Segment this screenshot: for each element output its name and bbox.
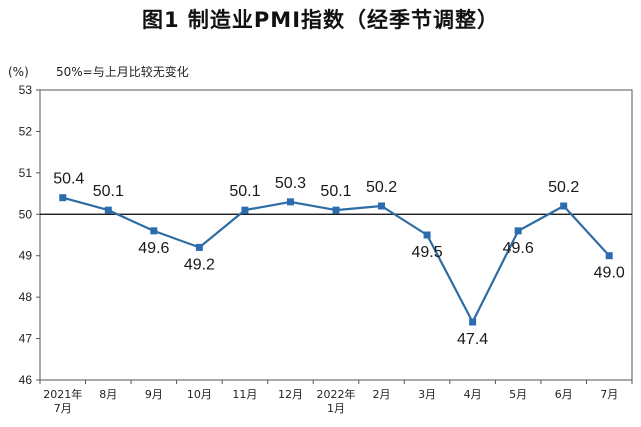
data-label: 49.6 [503, 240, 534, 257]
x-tick-label: 2021年 [43, 387, 82, 401]
data-label: 50.4 [53, 171, 84, 188]
x-tick-label: 10月 [187, 388, 212, 401]
data-point [378, 202, 386, 210]
x-tick-label: 2022年 [317, 387, 356, 401]
data-label: 50.1 [320, 183, 351, 200]
data-point [150, 227, 158, 235]
data-point [59, 194, 67, 202]
data-label: 50.2 [366, 179, 397, 196]
data-point [605, 252, 613, 260]
data-label: 49.2 [184, 256, 215, 273]
series-line [62, 196, 611, 324]
data-point [104, 206, 112, 214]
y-tick-label: 49 [19, 249, 33, 263]
x-tick-label: 11月 [232, 388, 257, 401]
x-tick-label: 2月 [373, 388, 391, 401]
data-label: 50.1 [93, 183, 124, 200]
data-label: 50.3 [275, 175, 306, 192]
data-point [469, 318, 477, 326]
x-tick-label: 1月 [327, 402, 345, 415]
data-point [241, 206, 249, 214]
data-point [286, 198, 294, 206]
y-unit-label: (%) [8, 65, 29, 79]
chart-title: 图1 制造业PMI指数（经季节调整） [141, 8, 500, 32]
x-tick-label: 6月 [555, 388, 573, 401]
x-tick-label: 4月 [464, 388, 482, 401]
data-point [332, 206, 340, 214]
x-tick-label: 7月 [600, 388, 618, 401]
y-tick-label: 47 [19, 332, 33, 346]
y-tick-label: 51 [19, 166, 33, 180]
data-point [195, 243, 203, 251]
x-tick-label: 8月 [99, 388, 117, 401]
data-point [423, 231, 431, 239]
plot-frame [39, 89, 633, 381]
data-point [514, 227, 522, 235]
y-tick-label: 48 [19, 290, 33, 304]
reference-line-note: 50%=与上月比较无变化 [56, 64, 189, 79]
x-tick-label: 12月 [278, 388, 303, 401]
data-label: 49.5 [412, 244, 443, 261]
y-tick-label: 53 [19, 83, 33, 97]
x-tick-label: 3月 [418, 388, 436, 401]
data-point [560, 202, 568, 210]
data-label: 49.0 [594, 265, 625, 282]
y-tick-label: 52 [19, 124, 33, 138]
x-tick-label: 7月 [54, 402, 72, 415]
y-tick-label: 46 [19, 373, 33, 387]
data-label: 47.4 [457, 331, 488, 348]
x-tick-label: 5月 [509, 388, 527, 401]
x-tick-label: 9月 [145, 388, 163, 401]
y-tick-label: 50 [19, 207, 33, 221]
data-label: 49.6 [138, 240, 169, 257]
data-label: 50.2 [548, 179, 579, 196]
data-label: 50.1 [229, 183, 260, 200]
